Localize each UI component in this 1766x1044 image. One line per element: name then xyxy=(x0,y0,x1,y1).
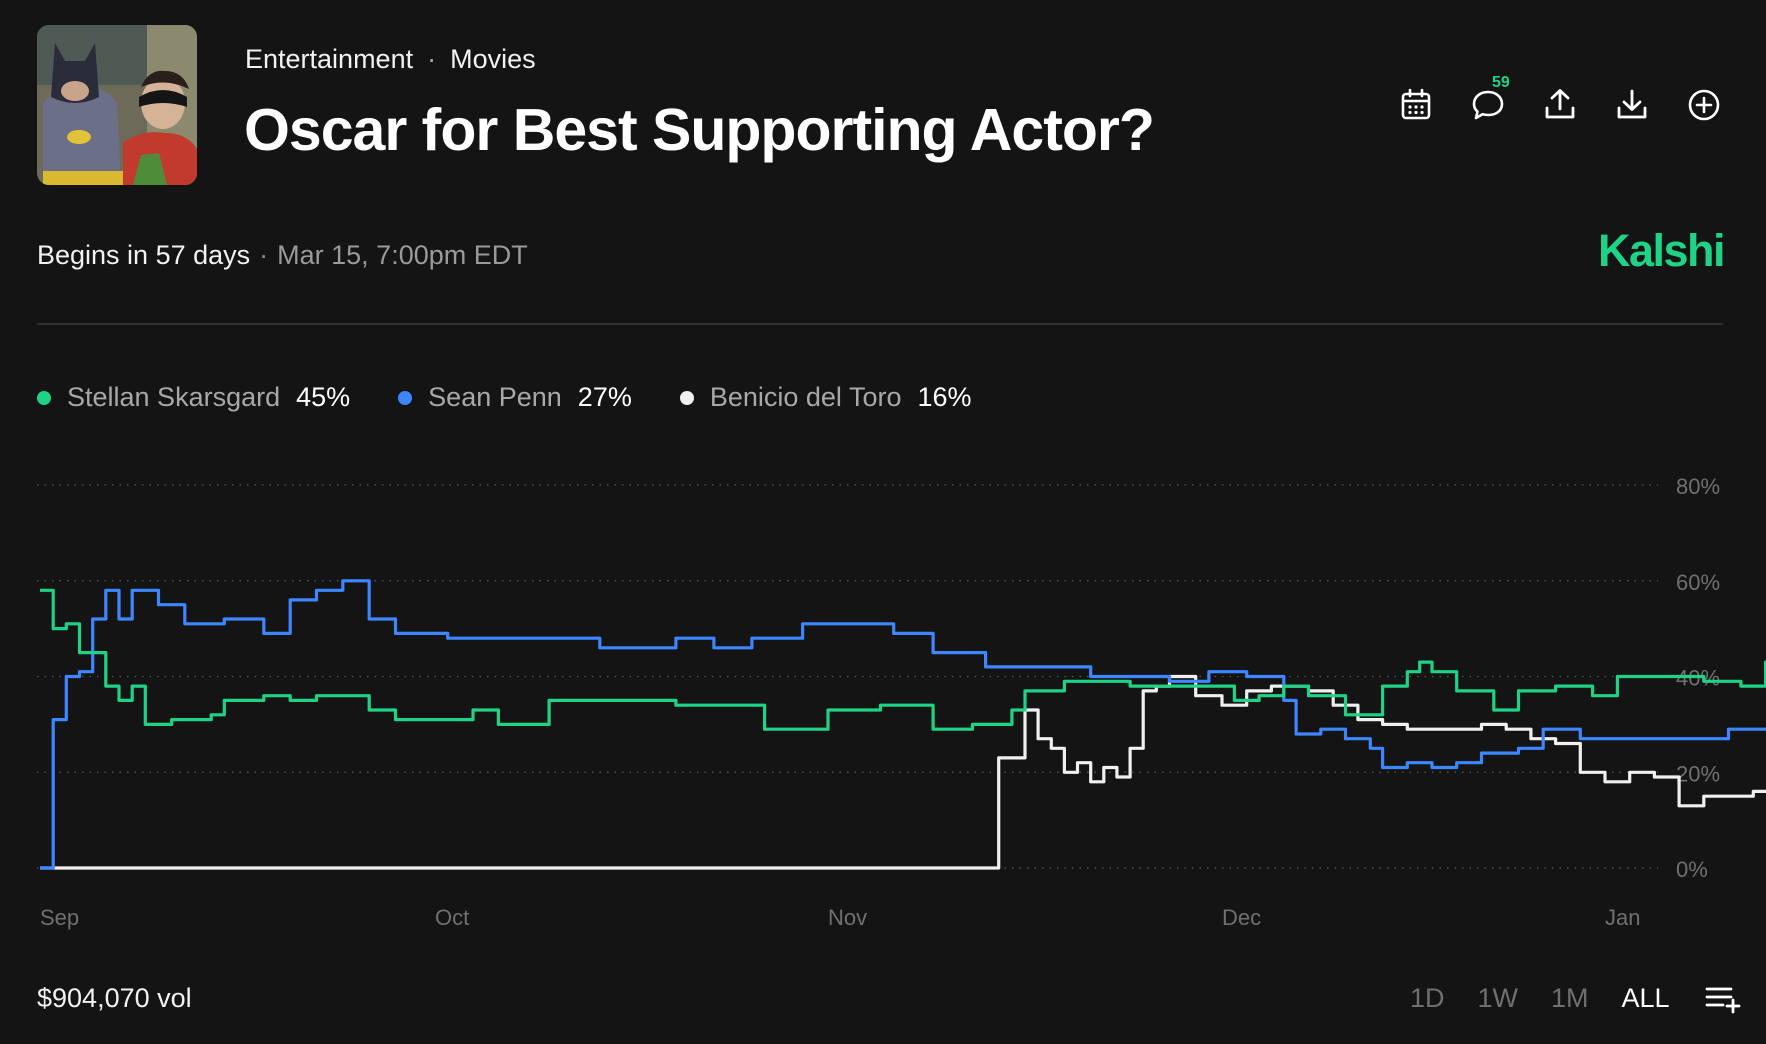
thumbnail-image xyxy=(37,25,197,185)
range-button-all[interactable]: ALL xyxy=(1621,983,1670,1013)
share-icon xyxy=(1545,89,1575,119)
breadcrumb-subcategory[interactable]: Movies xyxy=(450,44,536,74)
price-chart[interactable]: 80%60%40%20%0%Sep Oct Nov Dec Jan xyxy=(0,460,1766,950)
legend-item-sean-penn[interactable]: Sean Penn 27% xyxy=(398,382,632,413)
range-button-1w[interactable]: 1W xyxy=(1477,983,1519,1013)
series-line xyxy=(40,579,1766,870)
x-tick-label: Dec xyxy=(1222,905,1261,930)
comments-button[interactable]: 59 xyxy=(1452,74,1524,130)
comment-icon xyxy=(1472,90,1504,120)
breadcrumb: Entertainment · Movies xyxy=(245,44,536,75)
page-title: Oscar for Best Supporting Actor? xyxy=(244,97,1155,163)
add-button[interactable] xyxy=(1668,80,1740,130)
series-line xyxy=(40,588,1766,731)
toolbar: 59 xyxy=(1380,74,1740,130)
market-thumbnail xyxy=(37,25,197,185)
x-tick-label: Sep xyxy=(40,905,79,930)
range-button-1d[interactable]: 1D xyxy=(1410,983,1445,1013)
series-line xyxy=(40,674,1766,870)
x-tick-label: Nov xyxy=(828,905,867,930)
time-range-selector: 1D 1W 1M ALL xyxy=(1410,983,1741,1014)
legend-item-benicio-del-toro[interactable]: Benicio del Toro 16% xyxy=(679,382,972,413)
legend-name: Benicio del Toro xyxy=(709,382,902,412)
y-tick-label: 80% xyxy=(1676,474,1720,499)
breadcrumb-category[interactable]: Entertainment xyxy=(245,44,414,74)
status-separator: · xyxy=(259,240,269,270)
chart-legend: Stellan Skarsgard 45% Sean Penn 27% Beni… xyxy=(37,382,1020,413)
legend-dot xyxy=(398,390,413,405)
breadcrumb-separator: · xyxy=(427,44,437,74)
legend-value: 27% xyxy=(577,382,632,412)
y-tick-label: 20% xyxy=(1676,761,1720,786)
download-icon xyxy=(1617,89,1647,119)
legend-dot xyxy=(37,390,51,405)
y-tick-label: 0% xyxy=(1676,857,1708,882)
add-to-list-icon[interactable] xyxy=(1705,984,1741,1014)
add-icon xyxy=(1688,89,1720,121)
x-tick-label: Jan xyxy=(1605,905,1640,930)
status-row: Begins in 57 days · Mar 15, 7:00pm EDT xyxy=(37,240,528,271)
comment-count-badge: 59 xyxy=(1492,74,1510,91)
divider xyxy=(37,323,1723,325)
begins-text: Begins in 57 days xyxy=(37,240,251,270)
range-button-1m[interactable]: 1M xyxy=(1551,983,1589,1013)
legend-name: Stellan Skarsgard xyxy=(67,382,281,412)
legend-dot xyxy=(679,390,694,405)
begins-date: Mar 15, 7:00pm EDT xyxy=(277,240,528,270)
legend-name: Sean Penn xyxy=(428,382,562,412)
calendar-icon xyxy=(1401,88,1431,120)
legend-value: 16% xyxy=(917,382,972,412)
volume-text: $904,070 vol xyxy=(37,983,192,1013)
calendar-button[interactable] xyxy=(1380,80,1452,130)
legend-item-stellan-skarsgard[interactable]: Stellan Skarsgard 45% xyxy=(37,382,350,413)
download-button[interactable] xyxy=(1596,80,1668,130)
x-tick-label: Oct xyxy=(435,905,469,930)
legend-value: 45% xyxy=(296,382,351,412)
kalshi-logo[interactable]: Kalshi xyxy=(1598,225,1726,276)
share-button[interactable] xyxy=(1524,80,1596,130)
y-tick-label: 60% xyxy=(1676,570,1720,595)
